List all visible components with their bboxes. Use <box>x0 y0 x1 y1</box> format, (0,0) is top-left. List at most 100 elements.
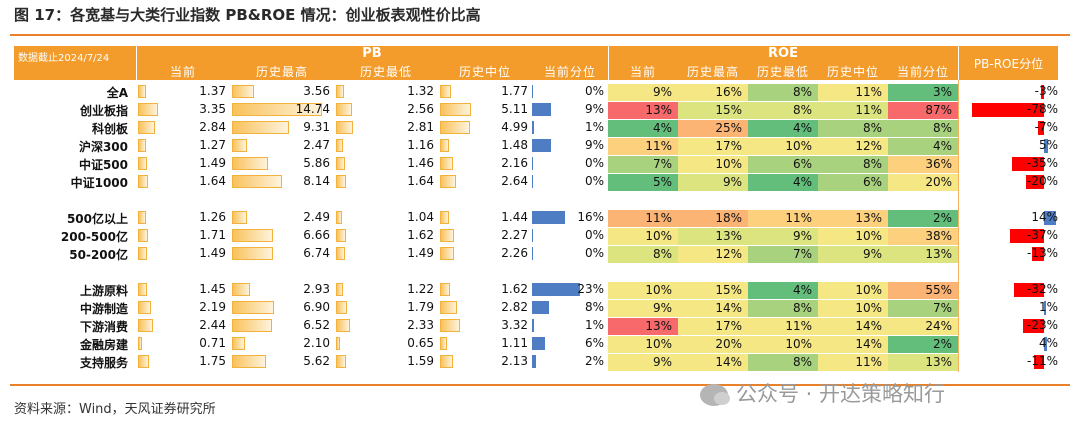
roe-cell: 8% <box>608 246 678 263</box>
pb-cell: 1.64 <box>334 173 438 191</box>
date-note: 数据截止2024/7/24 <box>14 46 136 80</box>
pbroe-cell: -32% <box>972 281 1058 299</box>
roe-cell: 11% <box>608 210 678 227</box>
pb-data-bar <box>138 355 149 368</box>
pb-data-bar <box>336 301 347 314</box>
pb-data-bar <box>440 247 454 260</box>
pb-cell: 2.16 <box>438 155 532 173</box>
pbroe-bar <box>1014 283 1044 297</box>
pbroe-value: -13% <box>1026 246 1058 260</box>
pb-quantile-bar <box>532 229 533 242</box>
roe-cell: 15% <box>678 102 748 119</box>
pb-cell: 5.86 <box>230 155 334 173</box>
pb-cell: 1.49 <box>136 245 230 263</box>
pb-data-bar <box>138 211 146 224</box>
pb-value: 0.65 <box>407 336 434 350</box>
pb-quantile-value: 0% <box>584 156 604 170</box>
pb-value: 2.10 <box>303 336 330 350</box>
pb-value: 3.56 <box>303 84 330 98</box>
table-row: 200-500亿 1.71 6.66 1.62 2.27 0% 10% 13% 9% 10% 38%… <box>14 227 1058 245</box>
pb-data-bar <box>336 319 351 332</box>
pb-value: 2.84 <box>199 120 226 134</box>
pb-value: 2.26 <box>501 246 528 260</box>
table-row: 创业板指 3.35 14.74 2.56 5.11 9% 13% 15% 8% 11% 87% -78… <box>14 101 1058 119</box>
row-label: 创业板指 <box>79 104 128 118</box>
table-row: 中证500 1.49 5.86 1.46 2.16 0% 7% 10% 6% 8% 36% -35% <box>14 155 1058 173</box>
pb-data-bar <box>232 247 274 260</box>
roe-cell: 10% <box>748 336 818 353</box>
roe-cell: 20% <box>888 174 958 191</box>
bottom-divider <box>10 384 1070 386</box>
wechat-icon <box>700 384 730 406</box>
pb-cell: 2.84 <box>136 119 230 137</box>
pb-data-bar <box>336 229 346 242</box>
roe-group-label: ROE <box>768 46 798 61</box>
roe-cell: 14% <box>818 318 888 335</box>
roe-cell: 13% <box>608 318 678 335</box>
pb-cell: 1.37 <box>136 83 230 101</box>
pb-data-bar <box>336 139 344 152</box>
pb-data-bar <box>440 157 454 170</box>
pb-cell: 1.64 <box>136 173 230 191</box>
roe-cell: 13% <box>888 246 958 263</box>
pb-value: 5.62 <box>303 354 330 368</box>
table-row: 金融房建 0.71 2.10 0.65 1.11 6% 10% 20% 10% 14% 2% 4% <box>14 335 1058 353</box>
pb-data-bar <box>232 157 268 170</box>
pb-data-bar <box>138 121 156 134</box>
pbroe-value: -78% <box>1026 102 1058 116</box>
roe-cell: 10% <box>608 282 678 299</box>
roe-cell: 5% <box>608 174 678 191</box>
pb-quantile-value: 6% <box>584 336 604 350</box>
roe-cell: 15% <box>678 282 748 299</box>
pb-value: 1.71 <box>199 228 226 242</box>
pb-cell: 6.74 <box>230 245 334 263</box>
pb-cell: 1.48 <box>438 137 532 155</box>
roe-cell: 4% <box>748 120 818 137</box>
roe-cell: 2% <box>888 336 958 353</box>
pb-data-bar <box>440 283 450 296</box>
pb-data-bar <box>336 211 343 224</box>
pbroe-bar <box>1011 157 1044 171</box>
pb-col-median: 历史中位 <box>458 65 511 79</box>
pb-quantile-cell: 0% <box>532 227 608 245</box>
pb-quantile-value: 0% <box>584 84 604 98</box>
table-row: 50-200亿 1.49 6.74 1.49 2.26 0% 8% 12% 7% 9% 13% -13… <box>14 245 1058 263</box>
pb-data-bar <box>232 121 289 134</box>
roe-cell: 10% <box>818 228 888 245</box>
pbroe-bar <box>1009 229 1044 243</box>
pb-quantile-cell: 0% <box>532 83 608 101</box>
table-row: 下游消费 2.44 6.52 2.33 3.32 1% 13% 17% 11% 14% 24% -23… <box>14 317 1058 335</box>
pb-data-bar <box>232 319 272 332</box>
pb-data-bar <box>232 283 250 296</box>
pb-data-bar <box>440 211 449 224</box>
row-label: 500亿以上 <box>66 212 128 226</box>
pbroe-cell: -13% <box>972 245 1058 263</box>
pb-value: 2.93 <box>303 282 330 296</box>
pbroe-bar <box>1044 139 1049 153</box>
pb-quantile-bar <box>532 319 535 332</box>
pb-data-bar <box>138 247 148 260</box>
roe-cell: 17% <box>678 138 748 155</box>
pb-value: 2.13 <box>501 354 528 368</box>
roe-cell: 14% <box>678 300 748 317</box>
table-row: 科创板 2.84 9.31 2.81 4.99 1% 4% 25% 4% 8% 8% -7% <box>14 119 1058 137</box>
pb-quantile-value: 2% <box>584 354 604 368</box>
roe-cell: 14% <box>678 354 748 371</box>
watermark: 公众号 · 开达策略知行 <box>700 378 945 408</box>
pbroe-cell: 5% <box>972 137 1058 155</box>
roe-cell: 9% <box>608 84 678 101</box>
pb-cell: 6.90 <box>230 299 334 317</box>
pb-cell: 1.77 <box>438 83 532 101</box>
pb-data-bar <box>232 139 248 152</box>
pb-value: 1.16 <box>407 138 434 152</box>
roe-cell: 7% <box>888 300 958 317</box>
pb-data-bar <box>440 229 454 242</box>
row-label: 下游消费 <box>79 320 128 334</box>
roe-cell: 11% <box>818 84 888 101</box>
roe-cell: 11% <box>748 318 818 335</box>
pb-quantile-cell: 0% <box>532 173 608 191</box>
roe-col-current: 当前 <box>629 65 656 79</box>
figure-title: 图 17：各宽基与大类行业指数 PB&ROE 情况：创业板表观性价比高 <box>14 6 481 24</box>
pb-value: 2.56 <box>407 102 434 116</box>
table-row: 中证1000 1.64 8.14 1.64 2.64 0% 5% 9% 4% 6% 20% -20% <box>14 173 1058 191</box>
